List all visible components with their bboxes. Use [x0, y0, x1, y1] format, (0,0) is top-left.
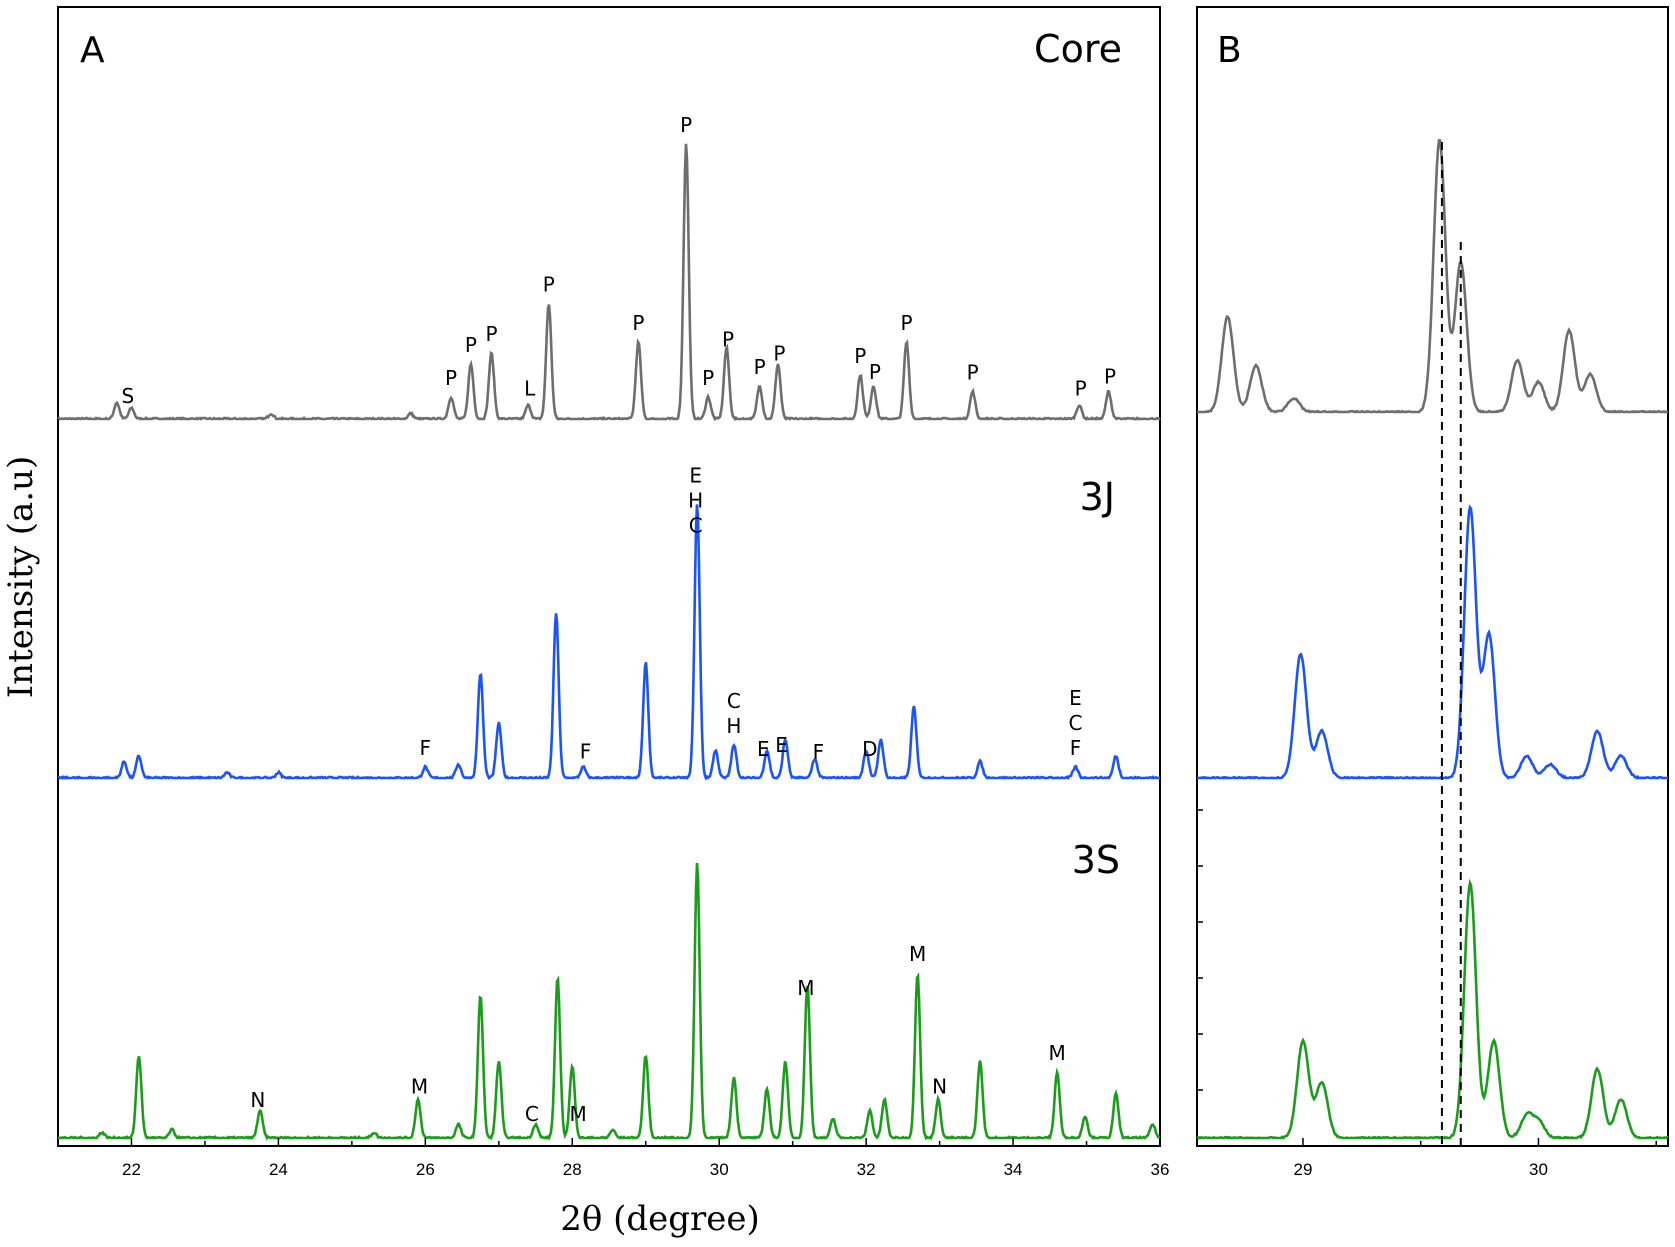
peak-label-core-6: P [543, 273, 555, 297]
peak-label-3j-3: F [580, 739, 592, 763]
peak-label-3s-6: M [909, 942, 926, 966]
peak-label-3s-2: M [411, 1074, 428, 1098]
panel-a-series-3j [57, 504, 1160, 781]
x-axis-title: 2θ (degree) [560, 1199, 760, 1239]
panel-a-frame [57, 6, 1161, 1147]
peak-label-core-13: P [854, 344, 866, 368]
peak-label-core-11: P [754, 355, 766, 379]
x-tick-label: 28 [563, 1160, 582, 1179]
peak-label-3s-3: C [525, 1102, 539, 1126]
peak-label-core-16: P [967, 361, 979, 385]
x-tick-label: 22 [122, 1160, 141, 1179]
panel-a-series-core [57, 143, 1161, 422]
peak-label-core-9: P [702, 366, 714, 390]
peak-label-3s-5: M [797, 976, 814, 1000]
peak-label-core-18: P [1104, 365, 1116, 389]
panel-a-series-3s [58, 862, 1161, 1141]
peak-label-core-12: P [773, 341, 785, 365]
series-name-3j-a: 3J [1080, 475, 1115, 519]
series-name-3s-a: 3S [1072, 838, 1120, 882]
peak-label-3s-4: M [569, 1102, 586, 1126]
panel-a-x-ticks: 22 24 26 28 30 32 34 36 [57, 1138, 1170, 1179]
series-name-core-a: Core [1034, 27, 1122, 71]
peak-label-core-15: P [900, 311, 912, 335]
peak-label-3s-7: N [932, 1074, 947, 1098]
peak-label-core-14: P [869, 360, 881, 384]
panel-b-series-3s [1196, 878, 1669, 1140]
peak-label-core-3: P [465, 333, 477, 357]
peak-label-core-7: P [632, 311, 644, 335]
panel-b-series [1196, 138, 1669, 1140]
y-axis-title: Intensity (a.u) [1, 456, 41, 699]
x-tick-label-b: 30 [1529, 1160, 1548, 1179]
panel-a-letter: A [80, 30, 105, 71]
peak-label-core-5: L [524, 376, 536, 400]
panel-b-series-3j [1196, 504, 1668, 780]
peak-label-3s-1: N [250, 1088, 265, 1112]
peak-label-3j-5: E [757, 737, 770, 761]
peak-label-3s-8: M [1048, 1041, 1065, 1065]
panel-b-x-ticks: 29 30 [1294, 1138, 1657, 1179]
x-tick-label: 32 [857, 1160, 876, 1179]
panel-b-letter: B [1217, 30, 1242, 71]
peak-label-core-4: P [485, 322, 497, 346]
peak-label-core-10: P [722, 327, 734, 351]
peak-label-3j-7: F [813, 740, 825, 764]
peak-label-3j-8: D [862, 737, 877, 761]
x-tick-label: 30 [710, 1160, 729, 1179]
peak-label-3j-6: E [775, 733, 788, 757]
peak-label-core-8: P [680, 113, 692, 137]
panel-b-series-core [1196, 138, 1668, 414]
x-tick-label: 24 [269, 1160, 288, 1179]
x-tick-label: 26 [416, 1160, 435, 1179]
peak-label-core-17: P [1075, 376, 1087, 400]
x-tick-label: 36 [1151, 1160, 1170, 1179]
x-tick-label: 34 [1004, 1160, 1023, 1179]
panel-b-y-ticks [1197, 809, 1203, 1147]
panel-a-series [57, 143, 1161, 1141]
panel-b-frame [1196, 6, 1669, 1147]
peak-label-3j-2: F [420, 736, 432, 760]
panel-b-plot: 29 30 B [1196, 6, 1669, 1179]
panel-b-reference-lines [1440, 142, 1462, 1146]
x-tick-label-b: 29 [1294, 1160, 1313, 1179]
peak-label-core-1: S [121, 384, 134, 408]
peak-label-core-2: P [445, 366, 457, 390]
